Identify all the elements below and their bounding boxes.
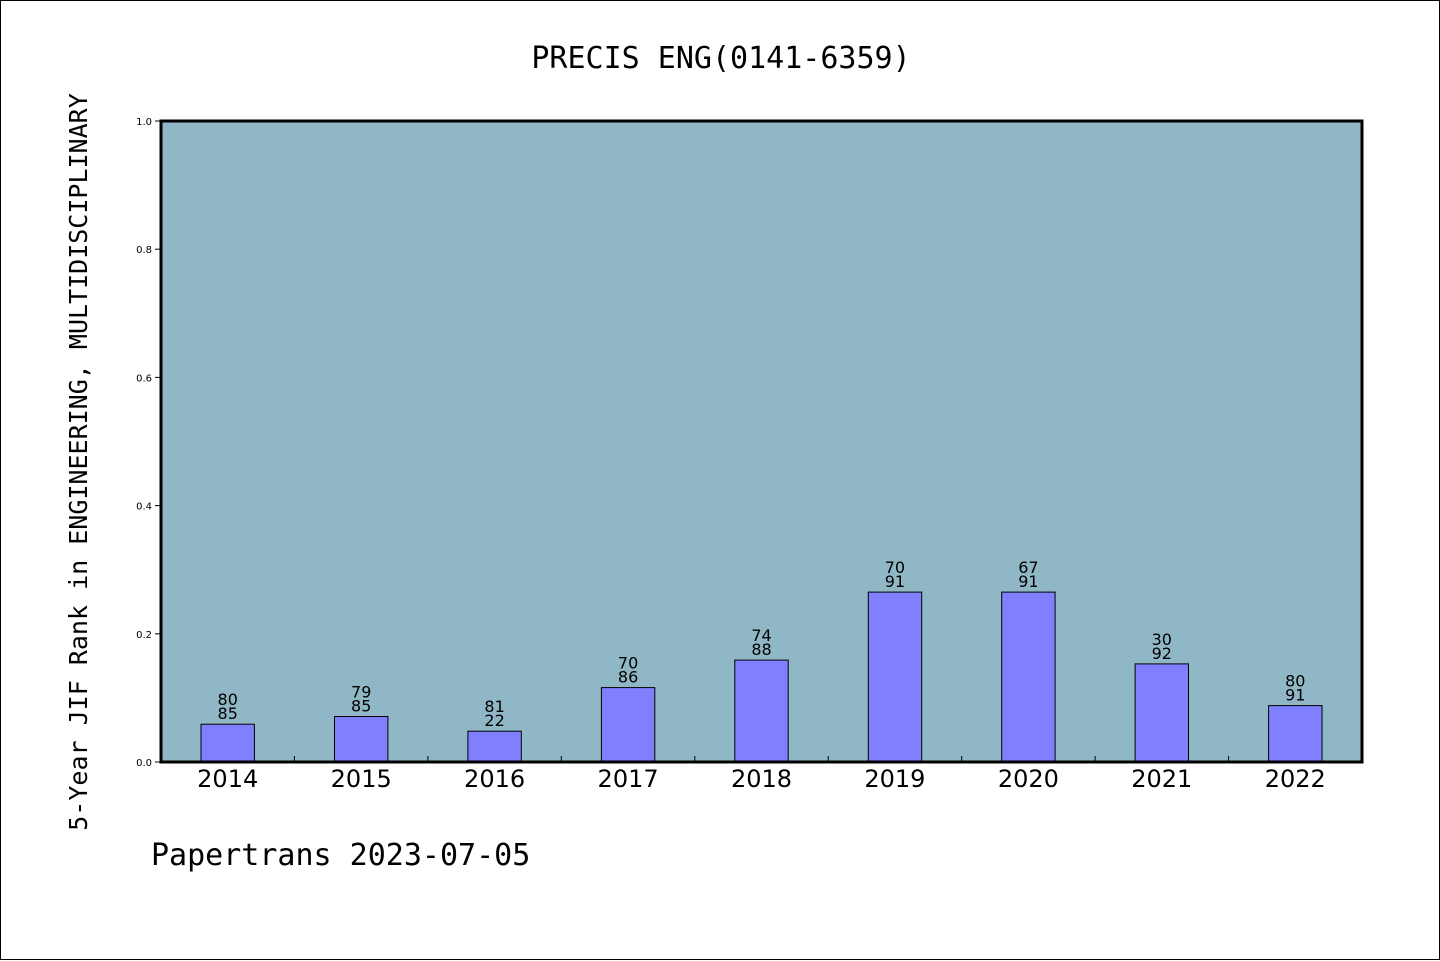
bar-label-total: 85: [218, 704, 238, 723]
bar-2022: [1268, 705, 1323, 763]
bar-label-rank: 30: [1152, 630, 1172, 649]
bar-2015: [334, 716, 389, 763]
bar-label-total: 22: [484, 711, 504, 730]
y-axis-label: 5-Year JIF Rank in ENGINEERING, MULTIDIS…: [64, 93, 93, 831]
x-tick-label: 2019: [864, 765, 925, 793]
x-tick-label: 2021: [1131, 765, 1192, 793]
plot-area: [161, 121, 1362, 762]
bar-label-total: 85: [351, 697, 371, 716]
y-tick-label: 1.0: [136, 117, 152, 128]
bar-2019: [867, 591, 923, 763]
bar-2014: [200, 723, 255, 763]
x-axis: 2014 2015 2016 2017 2018 2019 2020 2021 2022: [197, 756, 1326, 793]
plot-border: [159, 119, 1364, 764]
bar-label-rank: 80: [218, 690, 238, 709]
chart-title: PRECIS ENG(0141-6359): [531, 41, 910, 76]
bar-2021: [1134, 663, 1189, 763]
bars-layer: [200, 591, 1323, 763]
x-tick-label: 2022: [1265, 765, 1326, 793]
bar-label-rank: 67: [1018, 558, 1038, 577]
y-tick-label: 0.6: [136, 373, 152, 384]
x-tick-label: 2014: [197, 765, 258, 793]
bar-label-total: 92: [1152, 644, 1172, 663]
bar-2018: [734, 659, 789, 763]
bar-label-rank: 80: [1285, 672, 1305, 691]
y-tick-label: 0.4: [136, 502, 152, 513]
y-tick-label: 0.0: [136, 758, 152, 769]
bar-label-total: 88: [751, 640, 771, 659]
y-tick-label: 0.2: [136, 630, 152, 641]
bar-label-total: 91: [1285, 686, 1305, 705]
footer-source: Papertrans 2023-07-05: [151, 838, 530, 873]
bar-label-total: 86: [618, 668, 638, 687]
y-axis: 0.0 0.2 0.4 0.6 0.8 1.0: [136, 117, 161, 769]
bar-2017: [600, 687, 656, 763]
bar-label-rank: 70: [618, 654, 638, 673]
bar-label-rank: 81: [484, 697, 504, 716]
bar-2016: [467, 730, 522, 763]
bar-2020: [1001, 591, 1056, 763]
x-tick-label: 2020: [998, 765, 1059, 793]
x-tick-label: 2016: [464, 765, 525, 793]
y-tick-label: 0.8: [136, 245, 152, 256]
bar-label-rank: 70: [885, 558, 905, 577]
x-tick-label: 2018: [731, 765, 792, 793]
bar-label-rank: 79: [351, 683, 371, 702]
bar-label-total: 91: [885, 572, 905, 591]
bar-label-total: 91: [1018, 572, 1038, 591]
x-tick-label: 2017: [598, 765, 659, 793]
x-tick-label: 2015: [331, 765, 392, 793]
bar-label-rank: 74: [751, 626, 771, 645]
